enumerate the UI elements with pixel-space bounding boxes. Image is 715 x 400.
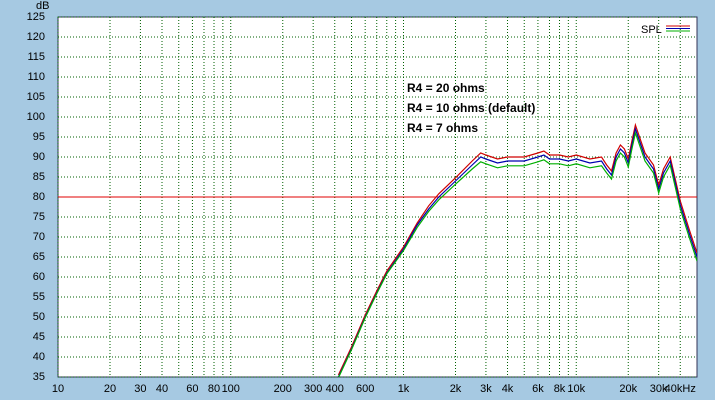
y-tick-label: 105 [27,91,45,103]
x-tick-label: 30 [134,383,146,395]
x-tick-label: 100 [222,383,240,395]
series-label: R4 = 20 ohms [407,81,485,95]
x-tick-label: 4k [502,383,514,395]
y-tick-label: 125 [27,11,45,23]
series-label: R4 = 10 ohms (default) [407,101,535,115]
y-tick-label: 85 [33,171,45,183]
x-tick-label: 2k [450,383,462,395]
x-tick-label: 1k [398,383,410,395]
series-label: R4 = 7 ohms [407,121,478,135]
x-tick-label: 200 [274,383,292,395]
x-tick-label: 10k [567,383,585,395]
x-tick-label: 20k [619,383,637,395]
y-tick-label: 95 [33,131,45,143]
y-tick-label: 60 [33,271,45,283]
y-tick-label: 70 [33,231,45,243]
y-tick-label: 120 [27,31,45,43]
y-tick-label: 55 [33,291,45,303]
line [337,126,697,377]
x-tick-label: 8k [554,383,566,395]
legend-label: SPL [641,24,662,36]
x-tick-label: 60 [186,383,198,395]
x-tick-label: 3k [480,383,492,395]
y-tick-label: 35 [33,371,45,383]
x-tick-label: 10 [52,383,64,395]
y-tick-label: 75 [33,211,45,223]
line [338,130,697,377]
y-tick-label: 80 [33,191,45,203]
y-tick-label: 65 [33,251,45,263]
y-tick-label: 45 [33,331,45,343]
x-tick-label: 400 [326,383,344,395]
x-tick-label: 80 [208,383,220,395]
x-tick-label: 40 [156,383,168,395]
y-axis-label: dB [36,0,49,12]
y-tick-label: 40 [33,351,45,363]
x-tick-label: 6k [532,383,544,395]
x-tick-label: 600 [356,383,374,395]
x-tick-label: 300 [304,383,322,395]
x-tick-label: 40kHz [665,383,696,395]
line [337,122,697,376]
series-group [337,122,697,377]
x-tick-label: 30k [650,383,668,395]
legend: SPL [641,24,690,36]
y-tick-label: 50 [33,311,45,323]
y-tick-label: 90 [33,151,45,163]
y-tick-label: 110 [27,71,45,83]
y-tick-label: 100 [27,111,45,123]
x-tick-label: 20 [104,383,116,395]
y-tick-label: 115 [27,51,45,63]
